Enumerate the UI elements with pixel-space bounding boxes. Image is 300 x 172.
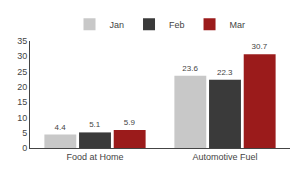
svg-text:5: 5 (22, 128, 27, 138)
svg-text:30: 30 (17, 51, 27, 61)
svg-text:25: 25 (17, 67, 27, 77)
svg-text:4.4: 4.4 (54, 123, 66, 132)
svg-text:0: 0 (22, 143, 27, 153)
svg-text:35: 35 (17, 36, 27, 46)
svg-text:10: 10 (17, 113, 27, 123)
svg-text:30.7: 30.7 (252, 42, 268, 51)
svg-text:20: 20 (17, 82, 27, 92)
svg-text:15: 15 (17, 97, 27, 107)
svg-text:Automotive Fuel: Automotive Fuel (192, 152, 257, 162)
svg-text:Jan: Jan (110, 20, 125, 30)
svg-text:5.9: 5.9 (124, 118, 136, 127)
svg-text:Food at Home: Food at Home (66, 152, 123, 162)
svg-text:Mar: Mar (230, 20, 246, 30)
svg-text:5.1: 5.1 (89, 120, 101, 129)
svg-text:Feb: Feb (169, 20, 185, 30)
svg-text:22.3: 22.3 (217, 68, 233, 77)
svg-text:23.6: 23.6 (182, 64, 198, 73)
